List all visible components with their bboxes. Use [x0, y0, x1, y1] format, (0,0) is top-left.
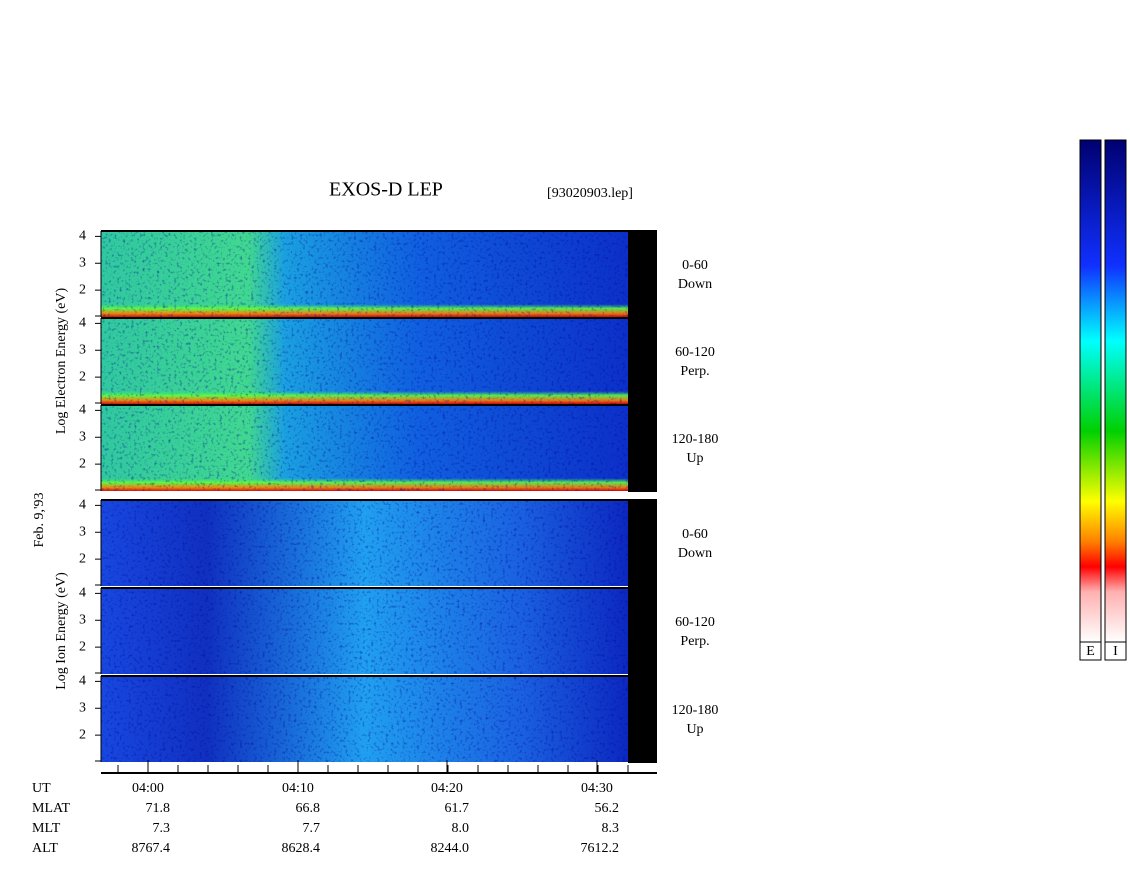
- spectrogram-noise: [101, 231, 628, 317]
- y-tick-label: 3: [79, 342, 86, 357]
- pitch-label: 60-120: [675, 345, 715, 360]
- direction-label: Down: [678, 277, 712, 292]
- direction-label: Perp.: [680, 634, 709, 649]
- ephemeris-value: 04:30: [581, 781, 613, 796]
- y-tick-label: 2: [79, 282, 86, 297]
- no-data: [628, 676, 657, 763]
- group-label: Log Ion Energy (eV): [54, 572, 69, 690]
- pitch-label: 0-60: [682, 258, 708, 273]
- ephemeris-value: 04:00: [132, 781, 164, 796]
- y-tick-label: 2: [79, 727, 86, 742]
- y-tick-label: 4: [79, 586, 86, 601]
- ephemeris-name: UT: [32, 781, 51, 796]
- ephemeris-value: 66.8: [296, 801, 321, 816]
- ephemeris-name: MLT: [32, 821, 61, 836]
- ephemeris-value: 8244.0: [431, 841, 470, 856]
- y-tick-label: 3: [79, 255, 86, 270]
- y-tick-label: 3: [79, 700, 86, 715]
- no-data: [628, 588, 657, 675]
- no-data: [628, 231, 657, 318]
- ephemeris-value: 8628.4: [282, 841, 321, 856]
- color-bar: [1079, 139, 1102, 643]
- ephemeris-value: 56.2: [595, 801, 620, 816]
- ephemeris-value: 8.0: [452, 821, 470, 836]
- y-tick-label: 3: [79, 429, 86, 444]
- spectrogram-noise: [101, 676, 628, 762]
- pitch-label: 120-180: [672, 703, 719, 718]
- group-label: Log Electron Energy (eV): [54, 288, 69, 435]
- ephemeris-name: ALT: [32, 841, 58, 856]
- color-bar: [1104, 139, 1127, 643]
- ephemeris-value: 61.7: [445, 801, 470, 816]
- y-tick-label: 4: [79, 674, 86, 689]
- direction-label: Up: [686, 722, 703, 737]
- color-bar-label: I: [1113, 644, 1118, 659]
- ephemeris-value: 04:10: [282, 781, 314, 796]
- no-data: [628, 500, 657, 587]
- no-data: [628, 405, 657, 492]
- ephemeris-name: MLAT: [32, 801, 71, 816]
- pitch-label: 60-120: [675, 615, 715, 630]
- y-tick-label: 2: [79, 369, 86, 384]
- y-tick-label: 3: [79, 612, 86, 627]
- spectrogram-noise: [101, 500, 628, 586]
- ephemeris-value: 8767.4: [132, 841, 171, 856]
- y-tick-label: 3: [79, 524, 86, 539]
- color-bar-label: E: [1086, 644, 1095, 659]
- ephemeris-value: 8.3: [602, 821, 620, 836]
- y-tick-label: 4: [79, 229, 86, 244]
- spectrogram-noise: [101, 588, 628, 674]
- date: Feb. 9,'93: [32, 492, 47, 547]
- y-tick-label: 4: [79, 316, 86, 331]
- direction-label: Perp.: [680, 364, 709, 379]
- color-bar-box: [1079, 641, 1102, 661]
- ephemeris-value: 7.3: [153, 821, 171, 836]
- y-tick-label: 4: [79, 498, 86, 513]
- spectrogram-noise: [101, 405, 628, 491]
- color-bar-box: [1104, 641, 1127, 661]
- title: EXOS-D LEP: [329, 179, 443, 201]
- y-tick-label: 2: [79, 551, 86, 566]
- pitch-label: 0-60: [682, 527, 708, 542]
- ephemeris-value: 7.7: [303, 821, 321, 836]
- direction-label: Up: [686, 451, 703, 466]
- ephemeris-value: 7612.2: [581, 841, 620, 856]
- direction-label: Down: [678, 546, 712, 561]
- ephemeris-value: 04:20: [431, 781, 463, 796]
- no-data: [628, 318, 657, 405]
- y-tick-label: 4: [79, 403, 86, 418]
- spectrogram-noise: [101, 318, 628, 404]
- pitch-label: 120-180: [672, 432, 719, 447]
- file-name: [93020903.lep]: [547, 186, 633, 201]
- y-tick-label: 2: [79, 456, 86, 471]
- ephemeris-value: 71.8: [146, 801, 171, 816]
- y-tick-label: 2: [79, 639, 86, 654]
